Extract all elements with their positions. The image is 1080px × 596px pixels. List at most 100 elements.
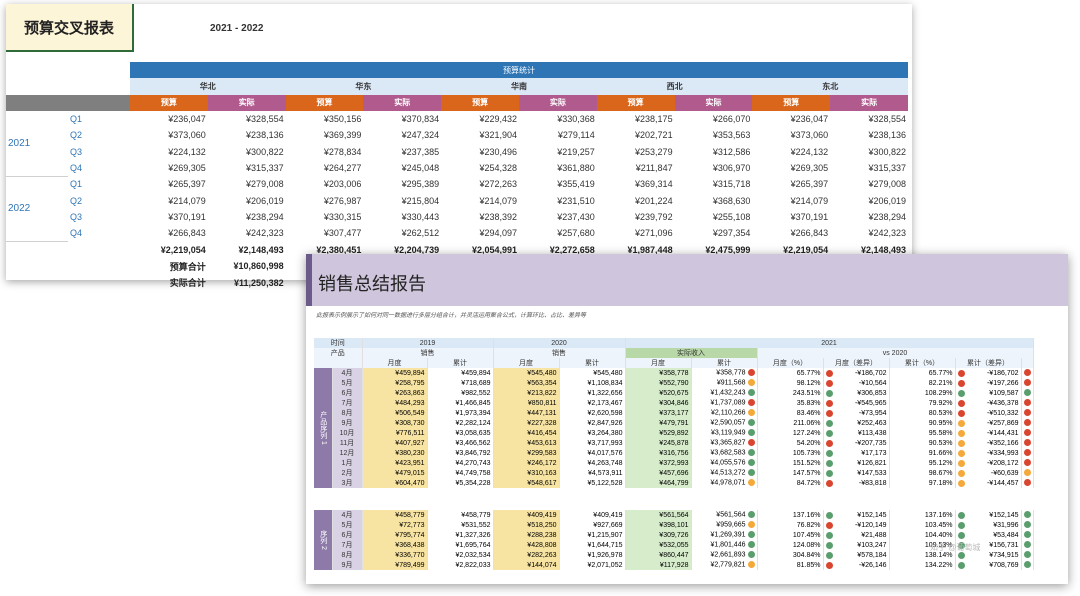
- value-cell: ¥214,079: [790, 195, 829, 206]
- value-text: -¥144,457: [986, 479, 1019, 487]
- status-dot-icon: [747, 419, 755, 427]
- status-dot-icon: [747, 369, 755, 377]
- value-cell: ¥202,721: [635, 130, 673, 141]
- year-2021: 2021: [625, 338, 1034, 348]
- status-dot-icon: [957, 469, 965, 477]
- column-header: 累计（差异）: [955, 358, 1022, 368]
- value-cell: ¥215,804: [401, 195, 440, 206]
- value-text: ¥152,145: [857, 511, 887, 519]
- value-text: ¥109,587: [989, 389, 1019, 397]
- region-header: 西北: [596, 78, 753, 95]
- value-cell: ¥4,263,748: [559, 458, 626, 468]
- value-cell: 151.52%: [757, 458, 824, 468]
- value-text: -¥436,378: [986, 399, 1019, 407]
- sheet-description: 此报表示例展示了如何对同一数据进行多层分组合计，并灵活运用聚合公式，计算环比、占…: [316, 313, 587, 319]
- value-text: 103.45%: [924, 521, 953, 529]
- month-cell: 3月: [332, 478, 363, 488]
- value-cell: -¥436,378: [955, 398, 1022, 408]
- status-dot-icon: [1023, 419, 1031, 427]
- value-cell: ¥330,368: [557, 114, 595, 125]
- year-2019: 2019: [362, 338, 494, 348]
- value-cell: ¥72,773: [362, 520, 428, 530]
- value-cell: ¥416,454: [493, 428, 560, 438]
- value-cell: ¥242,323: [246, 228, 284, 239]
- value-cell: ¥247,324: [401, 130, 440, 141]
- value-cell: ¥3,846,792: [427, 448, 494, 458]
- status-dot-icon: [1023, 449, 1031, 457]
- value-cell: ¥1,801,446: [691, 540, 758, 550]
- value-cell: ¥2,590,057: [691, 418, 758, 428]
- region-header: 东北: [752, 78, 909, 95]
- status-dot-icon: [825, 439, 833, 447]
- value-cell: ¥201,224: [635, 195, 673, 206]
- value-cell: ¥214,079: [168, 195, 206, 206]
- value-cell: -¥208,172: [955, 458, 1022, 468]
- value-cell: ¥253,279: [635, 146, 673, 157]
- banner-cell: 预算统计: [130, 62, 909, 79]
- value-cell: ¥409,419: [493, 510, 560, 520]
- value-cell: ¥370,191: [790, 211, 829, 222]
- value-cell: ¥312,586: [712, 146, 751, 157]
- value-cell: ¥428,808: [493, 540, 560, 550]
- spacer-cell: [6, 274, 130, 290]
- value-cell: ¥328,554: [868, 114, 907, 125]
- month-cell: 4月: [332, 368, 363, 378]
- value-cell: ¥109,587: [955, 388, 1022, 398]
- actual-header: 实际: [518, 94, 597, 111]
- value-cell: 83.46%: [757, 408, 824, 418]
- status-dot-icon: [825, 389, 833, 397]
- value-cell: ¥308,730: [362, 418, 428, 428]
- value-cell: ¥3,264,380: [559, 428, 626, 438]
- value-cell: ¥789,499: [362, 560, 428, 570]
- value-text: ¥561,564: [716, 511, 746, 519]
- value-cell: ¥959,665: [691, 520, 758, 530]
- status-dot-icon: [825, 419, 833, 427]
- sales-header: 销售: [493, 348, 626, 358]
- year-2020: 2020: [493, 338, 626, 348]
- value-text: ¥31,996: [993, 521, 1019, 529]
- value-cell: ¥152,145: [955, 510, 1022, 520]
- sheet-title: 销售总结报告: [318, 274, 426, 294]
- value-cell: ¥254,328: [479, 162, 517, 173]
- status-dot-icon: [747, 399, 755, 407]
- status-dot-icon: [825, 399, 833, 407]
- value-cell: ¥1,466,845: [427, 398, 494, 408]
- status-dot-icon: [825, 409, 833, 417]
- value-text: ¥734,915: [989, 551, 1019, 559]
- value-cell: ¥358,778: [625, 368, 692, 378]
- value-text: ¥708,769: [989, 561, 1019, 569]
- value-cell: ¥4,513,272: [691, 468, 758, 478]
- status-dot-icon: [957, 389, 965, 397]
- value-cell: ¥2,661,893: [691, 550, 758, 560]
- value-cell: ¥219,257: [557, 146, 595, 157]
- value-text: -¥10,564: [858, 379, 887, 387]
- value-cell: ¥1,695,764: [427, 540, 494, 550]
- status-dot-icon: [957, 429, 965, 437]
- status-cell: [1021, 478, 1034, 488]
- value-cell: ¥272,263: [479, 179, 517, 190]
- value-text: ¥103,247: [857, 541, 887, 549]
- value-cell: ¥459,894: [427, 368, 494, 378]
- value-cell: 105.73%: [757, 448, 824, 458]
- value-text: 108.29%: [924, 389, 953, 397]
- value-cell: 81.85%: [757, 560, 824, 570]
- value-cell: 127.24%: [757, 428, 824, 438]
- value-cell: -¥144,457: [955, 478, 1022, 488]
- value-cell: -¥144,431: [955, 428, 1022, 438]
- value-text: ¥4,513,272: [710, 469, 746, 477]
- value-cell: ¥315,337: [246, 162, 284, 173]
- value-cell: 108.29%: [889, 388, 956, 398]
- status-dot-icon: [1023, 399, 1031, 407]
- value-cell: 95.12%: [889, 458, 956, 468]
- status-cell: [1021, 550, 1034, 560]
- budget-header: 预算: [285, 94, 364, 111]
- status-dot-icon: [747, 531, 755, 539]
- value-text: 97.18%: [928, 479, 953, 487]
- value-text: ¥113,438: [857, 429, 887, 437]
- value-cell: ¥350,156: [323, 114, 362, 125]
- column-header: 月度（%）: [757, 358, 824, 368]
- month-cell: 2月: [332, 468, 363, 478]
- value-text: ¥17,173: [861, 449, 887, 457]
- column-header: 累计: [427, 358, 494, 368]
- value-cell: ¥2,173,467: [559, 398, 626, 408]
